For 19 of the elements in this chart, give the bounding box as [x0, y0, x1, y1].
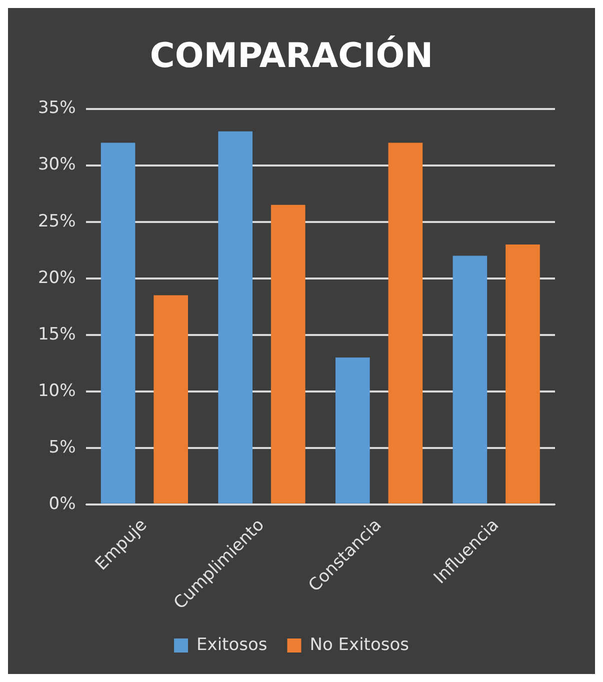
- y-tick-label: 15%: [38, 324, 76, 344]
- chart-title: COMPARACIÓN: [150, 35, 434, 76]
- legend-label: No Exitosos: [310, 634, 410, 655]
- bar: [154, 295, 188, 504]
- bar: [452, 256, 488, 504]
- y-tick-label: 25%: [38, 211, 76, 232]
- bar: [506, 244, 540, 504]
- bar: [388, 142, 423, 504]
- y-tick-label: 0%: [48, 494, 76, 514]
- bar: [335, 357, 370, 504]
- y-tick-label: 5%: [48, 437, 76, 458]
- bar: [100, 142, 136, 504]
- bar: [270, 204, 306, 504]
- y-tick-label: 20%: [38, 268, 76, 288]
- y-tick-label: 35%: [38, 98, 76, 118]
- bar: [218, 131, 253, 504]
- y-tick-label: 30%: [38, 154, 76, 175]
- legend-label: Exitosos: [196, 634, 268, 655]
- y-tick-label: 10%: [38, 380, 76, 401]
